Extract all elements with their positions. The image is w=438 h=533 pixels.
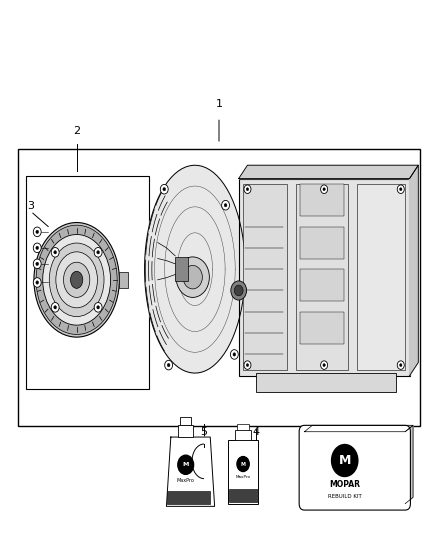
Circle shape — [397, 361, 404, 369]
Circle shape — [332, 445, 358, 477]
Circle shape — [33, 259, 41, 269]
Circle shape — [97, 305, 99, 309]
Circle shape — [51, 303, 59, 312]
Bar — [180, 417, 191, 425]
Text: 6: 6 — [349, 427, 356, 437]
Text: REBUILD KIT: REBUILD KIT — [328, 494, 362, 499]
Circle shape — [231, 281, 247, 300]
Polygon shape — [239, 165, 418, 179]
Ellipse shape — [71, 271, 83, 288]
Bar — [26, 176, 149, 389]
Ellipse shape — [36, 225, 117, 335]
Bar — [296, 184, 348, 370]
Circle shape — [237, 457, 249, 472]
Text: M: M — [339, 454, 351, 467]
Circle shape — [54, 251, 57, 254]
Polygon shape — [410, 165, 418, 376]
Ellipse shape — [42, 235, 110, 325]
Circle shape — [54, 305, 57, 309]
Polygon shape — [145, 165, 245, 373]
Bar — [300, 184, 344, 216]
Text: MOPAR: MOPAR — [329, 480, 360, 489]
Text: 4: 4 — [253, 427, 260, 437]
Bar — [228, 440, 258, 504]
Ellipse shape — [64, 262, 90, 297]
Circle shape — [36, 262, 39, 265]
Text: 5: 5 — [200, 427, 207, 437]
Circle shape — [165, 360, 173, 370]
Circle shape — [323, 364, 325, 367]
Bar — [357, 184, 405, 370]
Circle shape — [178, 455, 194, 474]
Bar — [256, 373, 396, 392]
Circle shape — [244, 361, 251, 369]
Bar — [239, 179, 410, 376]
Text: 2: 2 — [73, 126, 80, 136]
Circle shape — [163, 188, 166, 191]
Text: MaxPro: MaxPro — [177, 478, 194, 482]
Polygon shape — [304, 425, 413, 432]
Circle shape — [33, 227, 41, 237]
Circle shape — [36, 230, 39, 233]
FancyBboxPatch shape — [299, 425, 410, 510]
Bar — [300, 227, 344, 259]
Text: 3: 3 — [27, 200, 34, 211]
Text: 1: 1 — [215, 99, 223, 109]
Text: MaxPro: MaxPro — [236, 475, 251, 479]
Circle shape — [234, 285, 243, 296]
Bar — [300, 269, 344, 301]
Bar — [236, 430, 251, 440]
Circle shape — [160, 184, 168, 194]
Circle shape — [33, 278, 41, 287]
Bar — [175, 257, 188, 281]
Circle shape — [183, 265, 202, 289]
Text: M: M — [240, 462, 246, 466]
Circle shape — [94, 247, 102, 257]
Circle shape — [244, 185, 251, 193]
Bar — [243, 184, 287, 370]
Circle shape — [246, 188, 249, 191]
Bar — [167, 491, 210, 504]
Bar — [119, 272, 128, 288]
Bar — [229, 489, 258, 502]
Circle shape — [222, 200, 230, 210]
Circle shape — [167, 364, 170, 367]
Circle shape — [321, 361, 328, 369]
Bar — [18, 149, 420, 426]
Circle shape — [224, 204, 227, 207]
Circle shape — [399, 364, 402, 367]
Circle shape — [233, 353, 236, 356]
Circle shape — [94, 303, 102, 312]
Circle shape — [33, 243, 41, 253]
Ellipse shape — [34, 223, 119, 337]
Circle shape — [397, 185, 404, 193]
Circle shape — [230, 350, 238, 359]
Circle shape — [51, 247, 59, 257]
Polygon shape — [166, 437, 215, 506]
Circle shape — [176, 257, 209, 297]
Circle shape — [323, 188, 325, 191]
Circle shape — [36, 281, 39, 284]
Bar — [179, 425, 193, 437]
Circle shape — [399, 188, 402, 191]
Circle shape — [321, 185, 328, 193]
Ellipse shape — [49, 243, 104, 317]
Bar — [300, 312, 344, 344]
Circle shape — [36, 246, 39, 249]
Text: M: M — [183, 462, 189, 467]
Ellipse shape — [56, 252, 97, 308]
Polygon shape — [405, 425, 413, 504]
Circle shape — [246, 364, 249, 367]
Circle shape — [97, 251, 99, 254]
Bar — [237, 424, 249, 430]
